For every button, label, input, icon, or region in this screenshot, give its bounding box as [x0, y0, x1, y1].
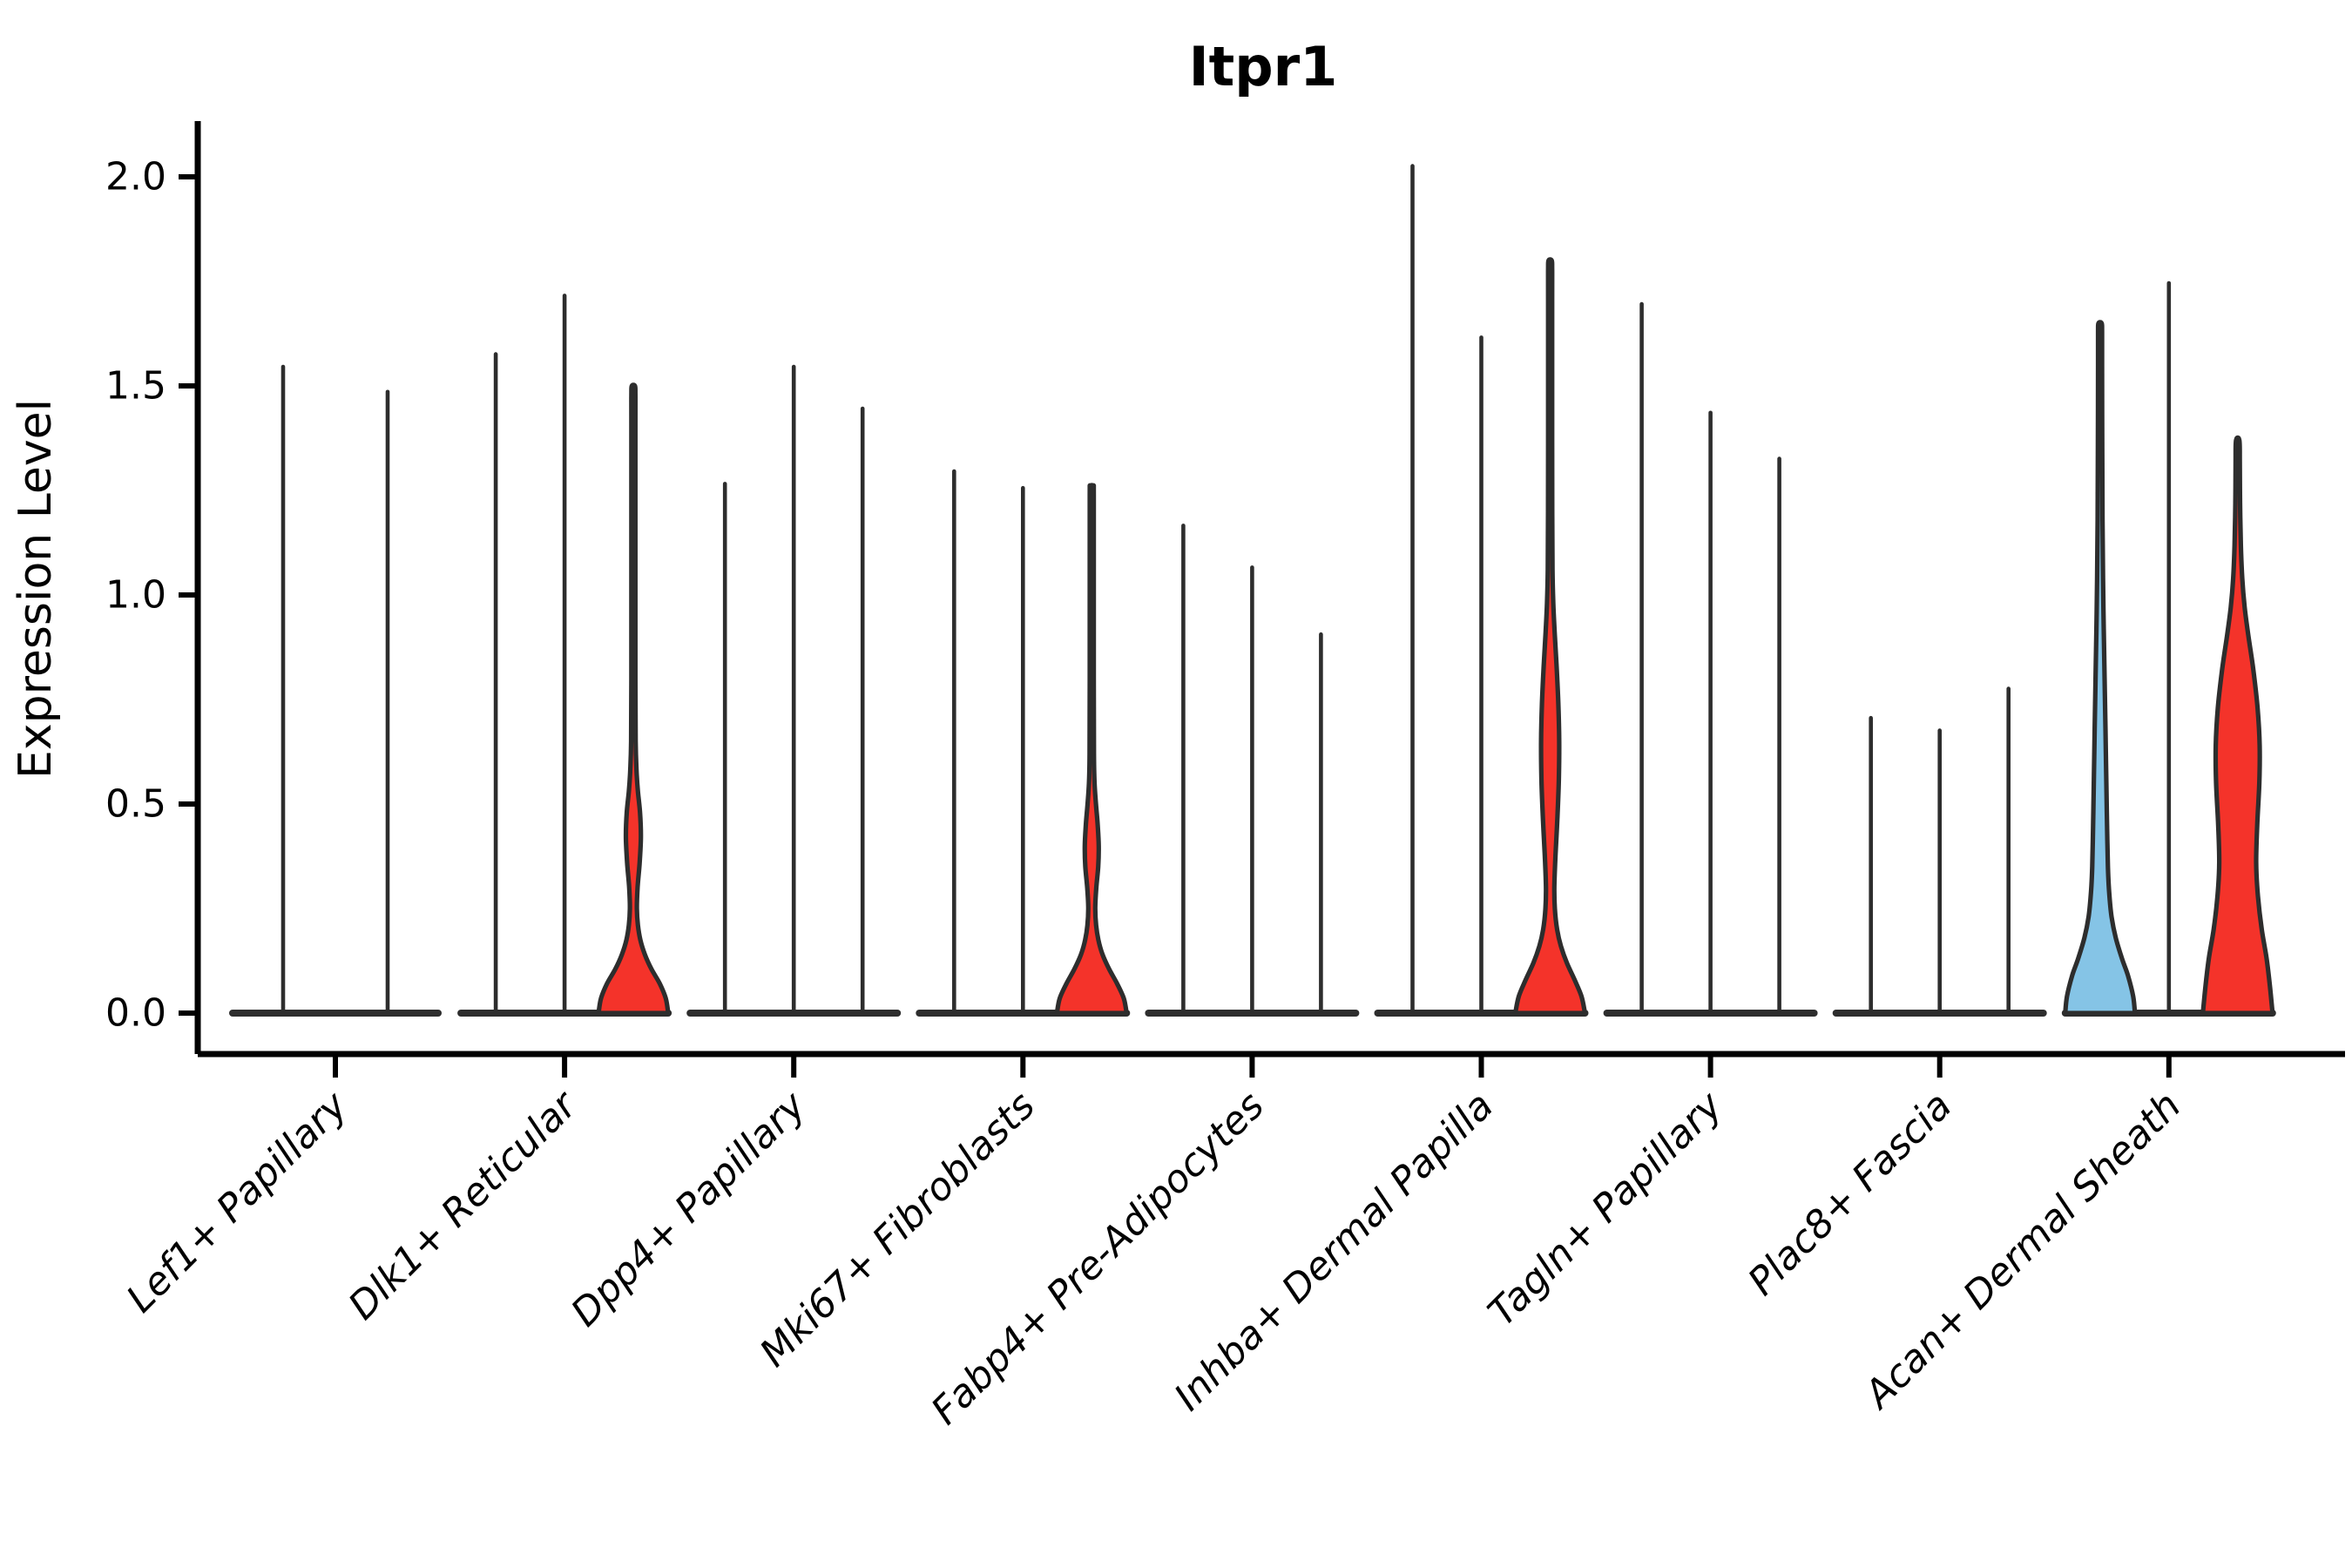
- x-tick-label-group: Tagln+ Papillary: [1480, 1083, 1732, 1335]
- violin-group-5: [1145, 524, 1360, 1017]
- violin-group-3: [686, 364, 902, 1017]
- violin-group-1: [229, 364, 442, 1017]
- x-tick-label: Lef1+ Papillary: [118, 1083, 357, 1321]
- violin-g9-v1-blue: [2063, 320, 2138, 1016]
- violin-group-2: [457, 294, 672, 1017]
- x-tick-label: Tagln+ Papillary: [1480, 1083, 1732, 1335]
- y-tick-label: 0.0: [105, 991, 166, 1036]
- violin-group-4: [916, 469, 1131, 1017]
- violin-group-7: [1603, 301, 1818, 1017]
- y-tick-label: 1.0: [105, 573, 166, 618]
- y-tick-label: 1.5: [105, 364, 166, 409]
- x-tick-label-group: Dpp4+ Papillary: [563, 1083, 815, 1335]
- x-tick-label-group: Dlk1+ Reticular: [341, 1082, 587, 1328]
- violin-g6-v3-red: [1512, 257, 1588, 1016]
- violin-g4-v3-red: [1054, 483, 1129, 1016]
- x-tick-label: Dpp4+ Papillary: [563, 1083, 815, 1335]
- y-tick-label: 0.5: [105, 782, 166, 827]
- x-tick-label: Dlk1+ Reticular: [341, 1082, 587, 1328]
- violin-group-9: [2061, 280, 2276, 1017]
- violin-g9-v3-red: [2200, 435, 2275, 1016]
- plot-title: Itpr1: [1189, 35, 1338, 98]
- x-tick-label: Plac8+ Fascia: [1740, 1084, 1960, 1304]
- violin-g2-v3-red: [596, 382, 671, 1016]
- y-axis-label: Expression Level: [10, 399, 62, 779]
- axes: 0.0 0.5 1.0 1.5 2.0: [105, 121, 2345, 1078]
- x-tick-label-group: Plac8+ Fascia: [1740, 1084, 1960, 1304]
- violin-group-6: [1374, 164, 1589, 1017]
- violins-layer: [229, 164, 2276, 1017]
- x-tick-label-group: Lef1+ Papillary: [118, 1083, 357, 1321]
- y-tick-label: 2.0: [105, 155, 166, 199]
- violin-group-8: [1832, 686, 2047, 1017]
